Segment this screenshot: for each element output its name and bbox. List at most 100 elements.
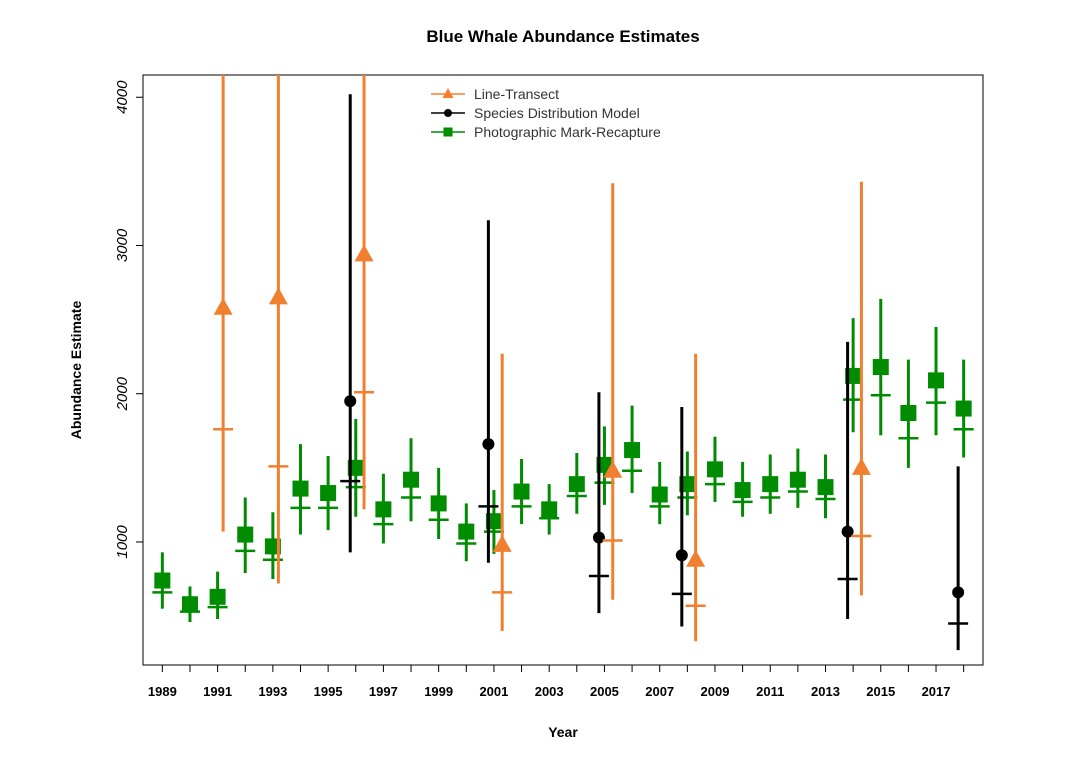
legend-label: Species Distribution Model bbox=[474, 105, 640, 121]
data-point-square bbox=[262, 512, 283, 580]
data-point-square bbox=[760, 454, 781, 514]
y-tick-label: 4000 bbox=[114, 80, 131, 114]
data-point-square bbox=[290, 444, 311, 535]
square-marker bbox=[734, 482, 751, 499]
square-marker bbox=[845, 367, 862, 384]
data-point-triangle bbox=[685, 353, 706, 642]
square-marker bbox=[762, 476, 779, 493]
y-tick-label: 1000 bbox=[114, 525, 131, 559]
data-point-square bbox=[843, 318, 864, 433]
series-square bbox=[152, 298, 974, 623]
x-tick-label: 2005 bbox=[590, 684, 619, 699]
square-marker bbox=[817, 479, 834, 496]
data-point-triangle bbox=[492, 353, 513, 631]
legend-item: Species Distribution Model bbox=[431, 105, 640, 121]
data-point-circle bbox=[948, 466, 969, 651]
legend-circle-icon bbox=[444, 109, 452, 117]
x-tick-label: 2013 bbox=[811, 684, 840, 699]
legend-item: Line-Transect bbox=[431, 86, 559, 102]
data-point-square bbox=[953, 359, 974, 458]
x-tick-label: 2015 bbox=[866, 684, 895, 699]
square-marker bbox=[237, 526, 254, 543]
square-marker bbox=[485, 513, 502, 530]
triangle-marker bbox=[354, 244, 374, 262]
data-point-square bbox=[235, 497, 256, 574]
square-marker bbox=[624, 442, 641, 459]
data-point-square bbox=[428, 467, 449, 539]
y-tick-label: 3000 bbox=[114, 228, 131, 262]
square-marker bbox=[347, 459, 364, 476]
square-marker bbox=[430, 495, 447, 512]
x-tick-label: 2011 bbox=[756, 684, 784, 699]
data-marks bbox=[152, 75, 974, 651]
legend: Line-Transect Species Distribution Model P… bbox=[431, 86, 661, 140]
triangle-marker bbox=[686, 549, 706, 567]
data-point-square bbox=[787, 448, 808, 508]
data-point-triangle bbox=[602, 183, 623, 600]
square-marker bbox=[679, 476, 696, 493]
square-marker bbox=[209, 588, 226, 605]
x-tick-label: 2017 bbox=[922, 684, 951, 699]
chart-title: Blue Whale Abundance Estimates bbox=[426, 27, 699, 46]
data-point-circle bbox=[478, 220, 499, 563]
square-marker bbox=[928, 372, 945, 389]
series-triangle bbox=[213, 75, 872, 642]
y-axis: 1000 2000 3000 4000 bbox=[114, 80, 143, 559]
x-tick-label: 1999 bbox=[424, 684, 453, 699]
square-marker bbox=[154, 572, 171, 589]
triangle-marker bbox=[492, 534, 512, 552]
data-point-square bbox=[511, 458, 532, 525]
y-axis-label: Abundance Estimate bbox=[68, 301, 84, 440]
x-tick-label: 1993 bbox=[258, 684, 287, 699]
data-point-triangle bbox=[354, 75, 375, 510]
circle-marker bbox=[592, 531, 605, 544]
square-marker bbox=[458, 523, 475, 540]
square-marker bbox=[375, 501, 392, 518]
square-marker bbox=[789, 471, 806, 488]
data-point-square bbox=[373, 473, 394, 544]
square-marker bbox=[900, 404, 917, 421]
data-point-square bbox=[566, 453, 587, 514]
data-point-square bbox=[345, 418, 366, 517]
circle-marker bbox=[344, 395, 357, 408]
data-point-circle bbox=[340, 94, 361, 553]
triangle-marker bbox=[268, 287, 288, 305]
data-point-square bbox=[179, 586, 200, 623]
square-marker bbox=[264, 538, 281, 555]
data-point-square bbox=[318, 455, 339, 531]
triangle-marker bbox=[213, 297, 233, 315]
data-point-square bbox=[870, 298, 891, 436]
data-point-square bbox=[539, 484, 560, 535]
square-marker bbox=[651, 486, 668, 503]
x-tick-label: 2009 bbox=[701, 684, 730, 699]
x-tick-label: 1995 bbox=[314, 684, 343, 699]
legend-square-icon bbox=[443, 127, 453, 137]
square-marker bbox=[872, 359, 889, 376]
data-point-square bbox=[926, 327, 947, 436]
circle-marker bbox=[675, 549, 688, 562]
square-marker bbox=[403, 471, 420, 488]
circle-marker bbox=[841, 525, 854, 538]
x-tick-label: 1997 bbox=[369, 684, 398, 699]
series-circle bbox=[340, 94, 969, 651]
x-axis: 1989 1991 1993 1995 1997 1999 2001 2003 2005 2007… bbox=[148, 664, 965, 699]
data-point-square bbox=[456, 503, 477, 562]
data-point-triangle bbox=[851, 181, 872, 596]
data-point-square bbox=[649, 461, 670, 525]
triangle-marker bbox=[851, 457, 871, 475]
circle-marker bbox=[482, 438, 495, 451]
legend-item: Photographic Mark-Recapture bbox=[431, 124, 661, 140]
data-point-square bbox=[207, 571, 228, 620]
data-point-square bbox=[898, 359, 919, 468]
square-marker bbox=[541, 501, 558, 518]
square-marker bbox=[320, 485, 337, 502]
data-point-circle bbox=[588, 392, 609, 614]
square-marker bbox=[181, 596, 198, 613]
data-point-square bbox=[677, 451, 698, 516]
x-tick-label: 2003 bbox=[535, 684, 564, 699]
x-axis-label: Year bbox=[548, 724, 578, 740]
data-point-square bbox=[622, 405, 643, 494]
data-point-square bbox=[152, 552, 173, 609]
square-marker bbox=[292, 480, 309, 497]
